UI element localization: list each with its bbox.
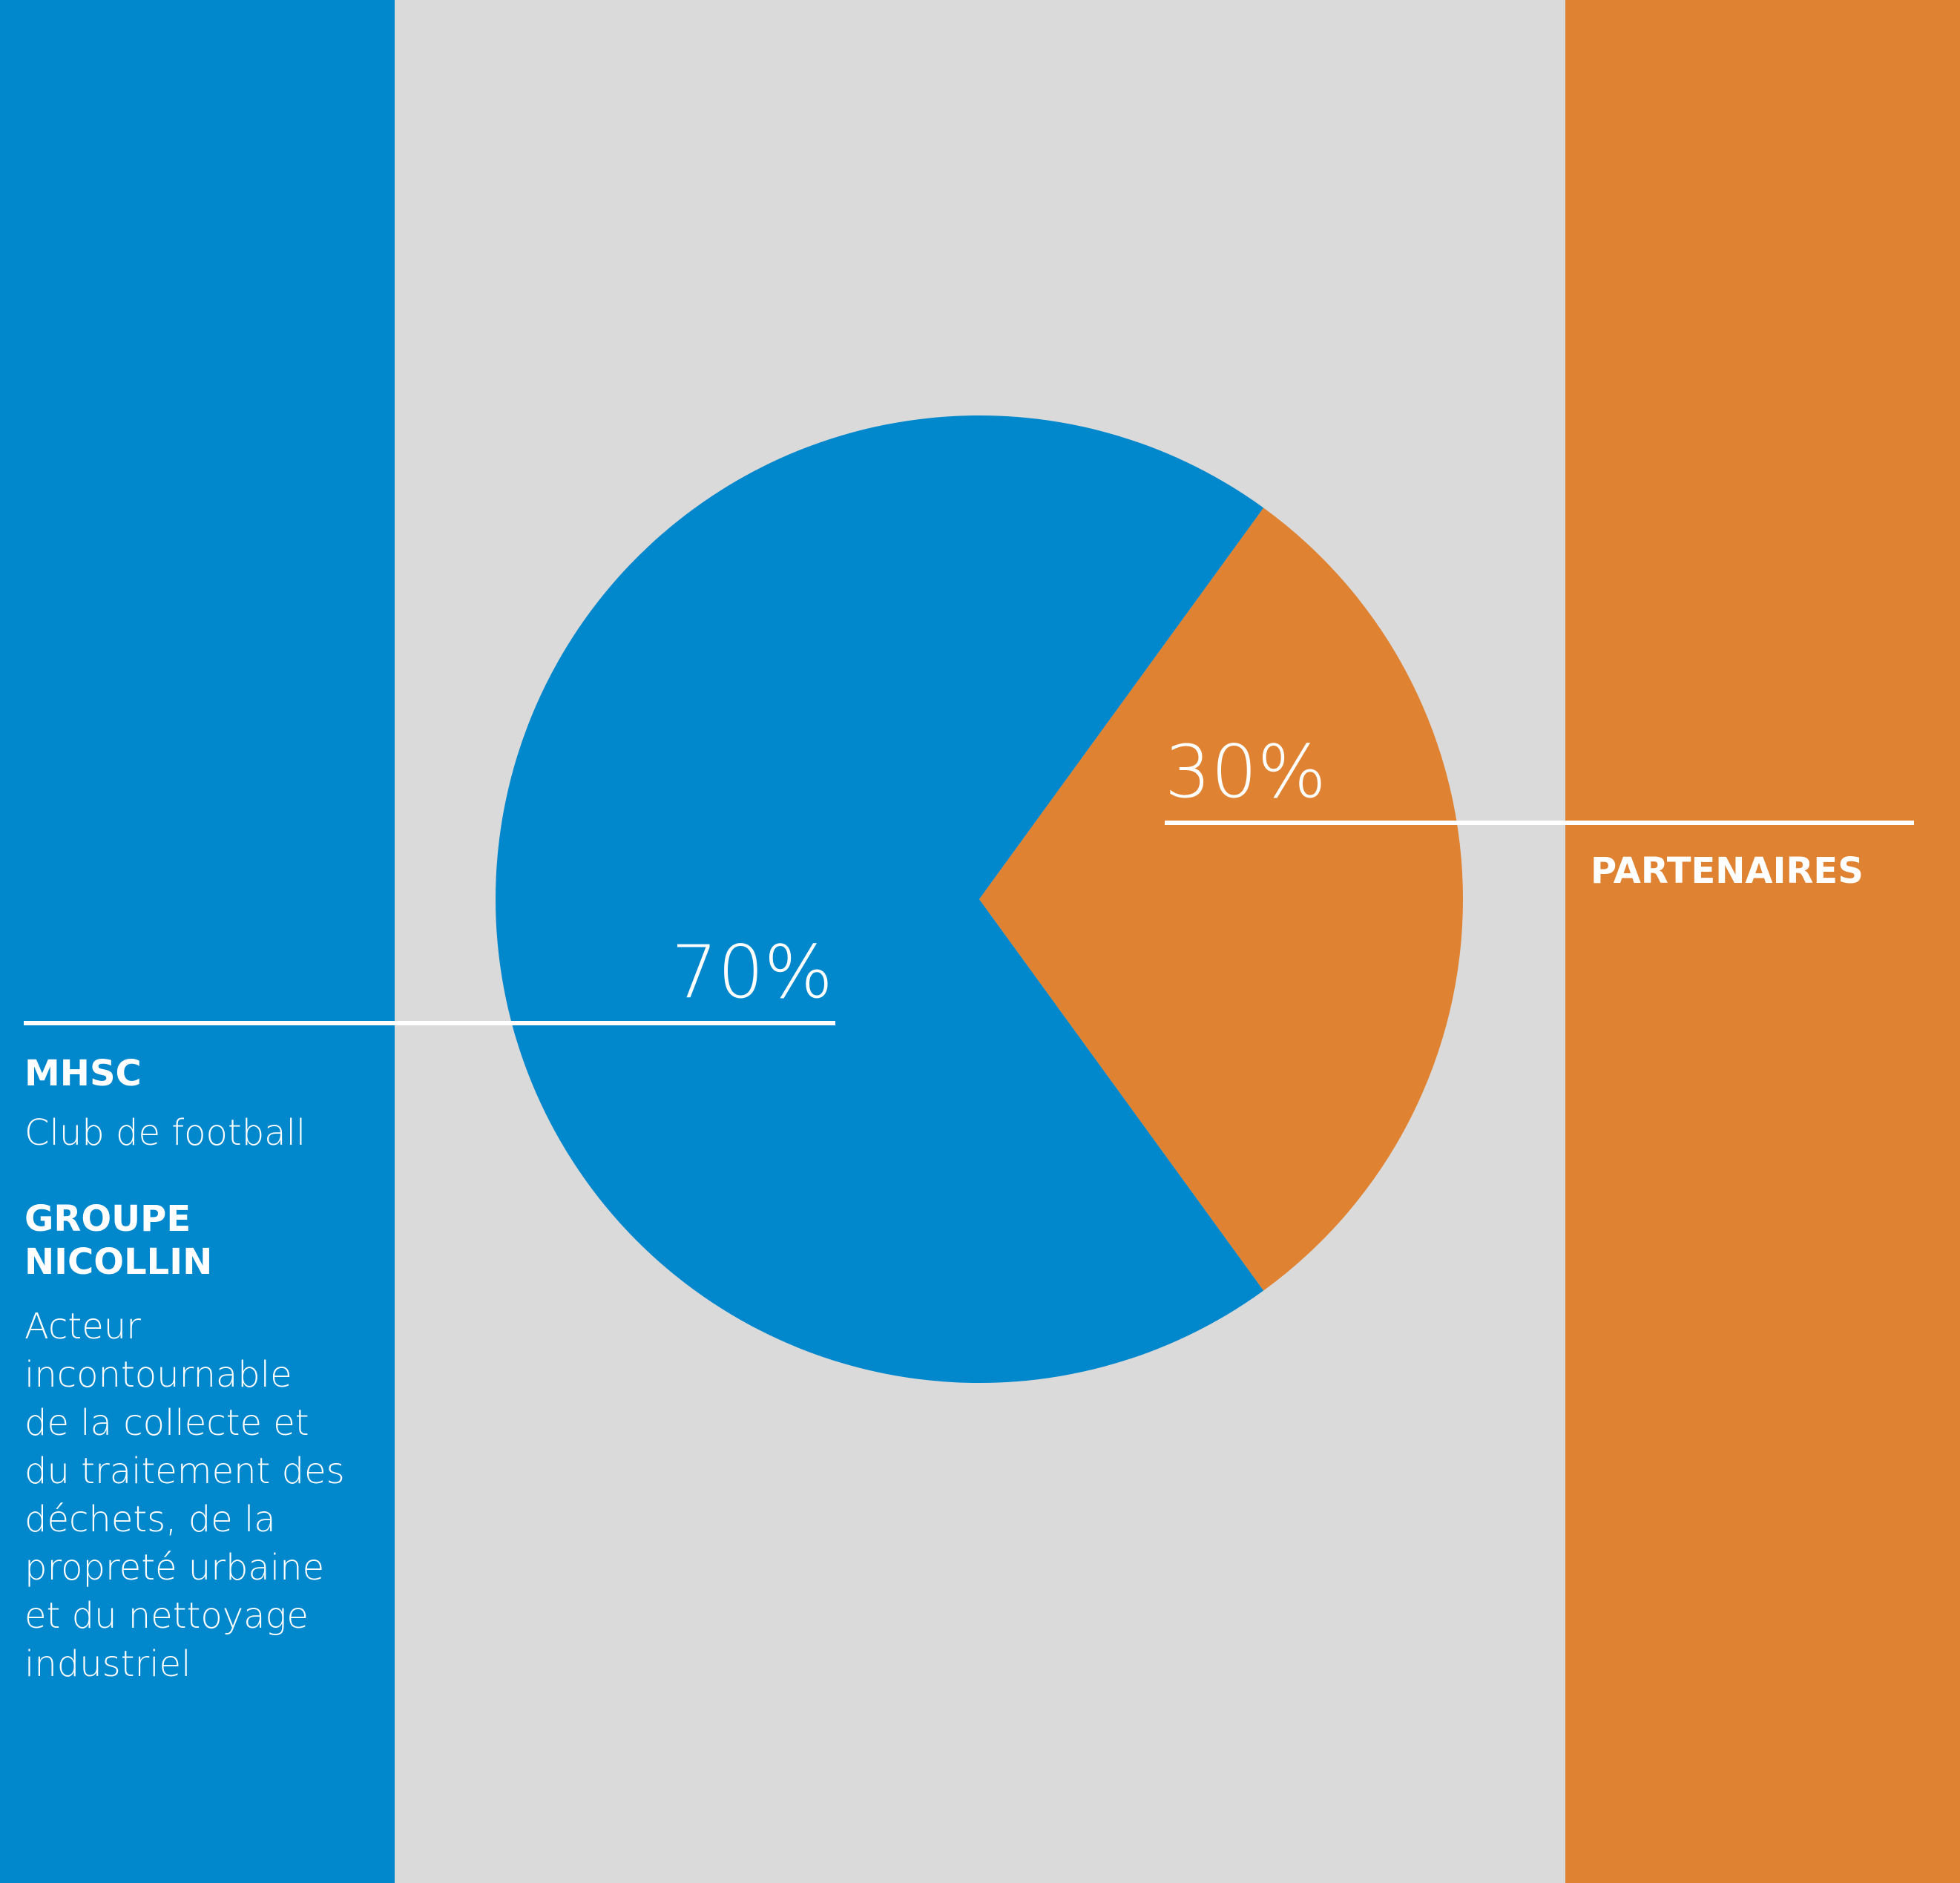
legend-mhsc-title: MHSC (24, 1053, 142, 1094)
left-blue-panel (0, 0, 395, 1883)
right-orange-panel (1565, 0, 1960, 1883)
data-label-30: 30% (1165, 730, 1326, 815)
legend-nicollin-description: Acteur incontournable de la collecte et … (24, 1306, 345, 1685)
pie-slice-70 (495, 415, 1264, 1384)
data-label-70: 70% (671, 930, 833, 1015)
legend-nicollin-title: GROUPE NICOLLIN (24, 1198, 213, 1283)
leader-line-70 (24, 1021, 835, 1025)
legend-partners-title: PARTENAIRES (1591, 850, 1864, 892)
pie-slice-30 (979, 507, 1463, 1291)
legend-mhsc-description: Club de football (24, 1112, 306, 1154)
leader-line-30 (1165, 821, 1914, 825)
